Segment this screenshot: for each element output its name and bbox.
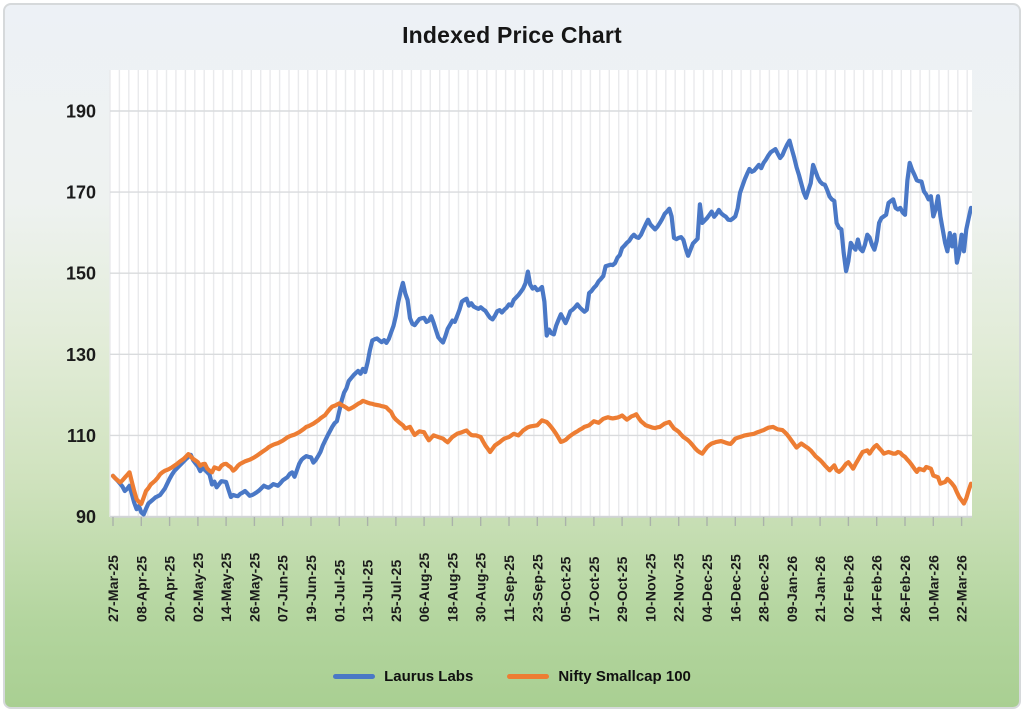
legend-item-nifty: Nifty Smallcap 100 xyxy=(507,668,691,685)
x-tick-label: 13-Jul-25 xyxy=(360,559,376,622)
x-tick-label: 14-May-25 xyxy=(218,552,234,622)
x-axis-ticks xyxy=(112,517,963,526)
x-tick-label: 10-Nov-25 xyxy=(642,553,658,622)
nifty-smallcap-line xyxy=(110,398,972,506)
chart-title: Indexed Price Chart xyxy=(402,22,622,48)
x-tick-label: 25-Jul-25 xyxy=(388,559,404,622)
x-tick-label: 06-Aug-25 xyxy=(416,553,432,622)
x-tick-label: 14-Feb-26 xyxy=(869,555,885,622)
x-tick-label: 22-Nov-25 xyxy=(671,553,687,622)
x-tick-label: 23-Sep-25 xyxy=(529,554,545,622)
y-tick-label: 170 xyxy=(66,183,96,203)
x-tick-label: 16-Dec-25 xyxy=(727,554,743,622)
y-tick-label: 110 xyxy=(67,426,96,446)
x-tick-label: 05-Oct-25 xyxy=(558,556,574,622)
x-tick-label: 18-Aug-25 xyxy=(444,553,460,622)
x-tick-label: 22-Mar-26 xyxy=(954,555,970,622)
x-tick-label: 20-Apr-25 xyxy=(162,556,178,622)
legend-label-nifty: Nifty Smallcap 100 xyxy=(558,668,691,685)
y-tick-label: 90 xyxy=(76,507,96,527)
x-tick-label: 11-Sep-25 xyxy=(501,555,517,622)
chart-legend: Laurus Labs Nifty Smallcap 100 xyxy=(0,668,1024,685)
y-axis-labels: 90 110 130 150 170 190 xyxy=(66,102,96,528)
x-tick-label: 30-Aug-25 xyxy=(473,553,489,622)
x-tick-label: 04-Dec-25 xyxy=(699,554,715,622)
y-tick-label: 130 xyxy=(66,345,96,365)
x-tick-label: 26-May-25 xyxy=(246,552,262,622)
x-axis-labels: 27-Mar-25 08-Apr-25 20-Apr-25 02-May-25 14-M… xyxy=(105,552,970,622)
x-tick-label: 21-Jan-26 xyxy=(812,556,828,622)
x-tick-label: 09-Jan-26 xyxy=(784,556,800,622)
y-tick-label: 150 xyxy=(66,264,96,284)
legend-label-laurus: Laurus Labs xyxy=(384,668,474,685)
x-tick-label: 08-Apr-25 xyxy=(133,556,149,622)
x-tick-label: 28-Dec-25 xyxy=(756,554,772,622)
x-tick-label: 29-Oct-25 xyxy=(614,556,630,622)
x-tick-label: 19-Jun-25 xyxy=(303,555,319,622)
x-tick-label: 02-May-25 xyxy=(190,552,206,622)
x-tick-label: 01-Jul-25 xyxy=(331,559,347,622)
x-tick-label: 07-Jun-25 xyxy=(275,555,291,622)
x-tick-label: 26-Feb-26 xyxy=(897,555,913,622)
x-tick-label: 17-Oct-25 xyxy=(586,556,602,622)
x-tick-label: 10-Mar-26 xyxy=(925,555,941,622)
laurus-labs-line xyxy=(110,138,972,517)
x-tick-label: 27-Mar-25 xyxy=(105,555,121,622)
x-tick-label: 02-Feb-26 xyxy=(840,555,856,622)
legend-item-laurus: Laurus Labs xyxy=(333,668,473,685)
vertical-gridlines xyxy=(109,70,968,517)
laurus-line-swatch-icon xyxy=(333,674,376,679)
nifty-line-swatch-icon xyxy=(507,674,550,679)
y-tick-label: 190 xyxy=(66,102,96,122)
